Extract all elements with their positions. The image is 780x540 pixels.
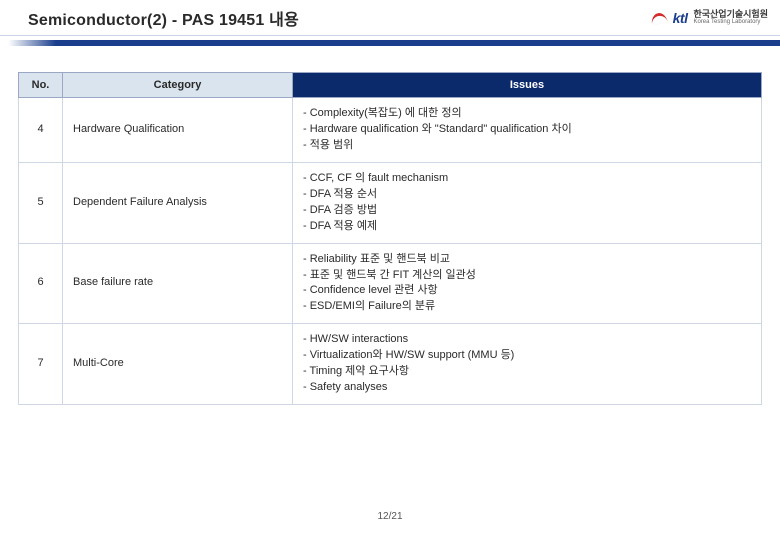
cell-no: 7 — [19, 324, 63, 405]
cell-issues: - CCF, CF 의 fault mechanism - DFA 적용 순서 … — [293, 162, 762, 243]
cell-issues: - Complexity(복잡도) 에 대한 정의 - Hardware qua… — [293, 98, 762, 163]
cell-category: Base failure rate — [63, 243, 293, 324]
table-body: 4 Hardware Qualification - Complexity(복잡… — [19, 98, 762, 405]
cell-no: 6 — [19, 243, 63, 324]
col-header-category: Category — [63, 73, 293, 98]
header-divider — [0, 40, 780, 46]
page-title: Semiconductor(2) - PAS 19451 내용 — [28, 6, 299, 30]
content-area: No. Category Issues 4 Hardware Qualifica… — [0, 46, 780, 405]
cell-category: Hardware Qualification — [63, 98, 293, 163]
table-row: 4 Hardware Qualification - Complexity(복잡… — [19, 98, 762, 163]
cell-issues: - Reliability 표준 및 핸드북 비교 - 표준 및 핸드북 간 F… — [293, 243, 762, 324]
issues-table: No. Category Issues 4 Hardware Qualifica… — [18, 72, 762, 405]
cell-category: Dependent Failure Analysis — [63, 162, 293, 243]
col-header-no: No. — [19, 73, 63, 98]
logo: ktl 한국산업기술시험원 Korea Testing Laboratory — [651, 10, 768, 26]
cell-no: 4 — [19, 98, 63, 163]
logo-subtext: 한국산업기술시험원 Korea Testing Laboratory — [693, 10, 768, 25]
table-row: 7 Multi-Core - HW/SW interactions - Virt… — [19, 324, 762, 405]
cell-category: Multi-Core — [63, 324, 293, 405]
logo-text: ktl — [673, 10, 688, 26]
col-header-issues: Issues — [293, 73, 762, 98]
table-row: 5 Dependent Failure Analysis - CCF, CF 의… — [19, 162, 762, 243]
table-row: 6 Base failure rate - Reliability 표준 및 핸… — [19, 243, 762, 324]
swoosh-icon — [651, 11, 669, 25]
table-header: No. Category Issues — [19, 73, 762, 98]
org-name-kr: 한국산업기술시험원 — [693, 10, 768, 19]
cell-issues: - HW/SW interactions - Virtualization와 H… — [293, 324, 762, 405]
org-name-en: Korea Testing Laboratory — [693, 19, 768, 25]
cell-no: 5 — [19, 162, 63, 243]
page-number: 12/21 — [377, 511, 402, 522]
slide-header: Semiconductor(2) - PAS 19451 내용 ktl 한국산업… — [0, 0, 780, 36]
logo-mark: ktl — [651, 10, 688, 26]
